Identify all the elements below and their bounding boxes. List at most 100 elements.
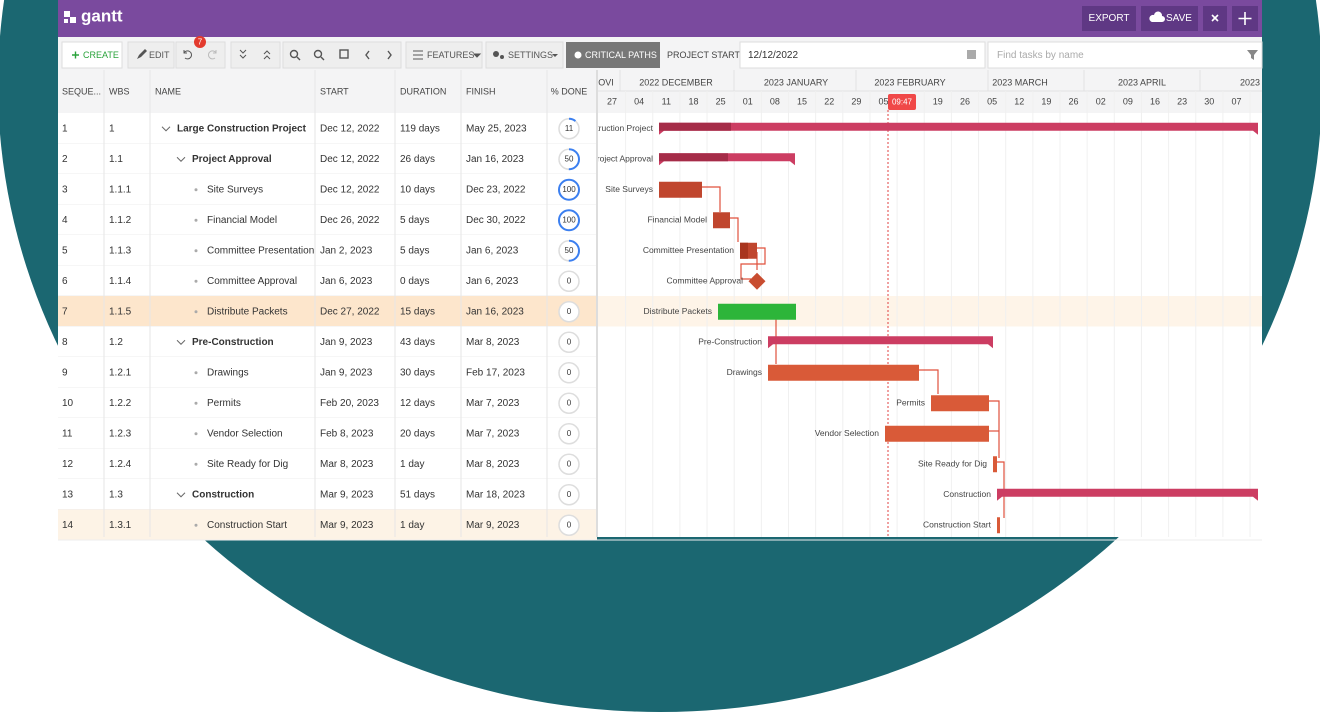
dependency-line [919, 369, 939, 394]
percent-done: 50 [565, 246, 574, 255]
dependency-line [989, 400, 1000, 458]
close-icon [1211, 14, 1219, 22]
summary-progress [659, 153, 728, 162]
finish-date: Feb 17, 2023 [466, 367, 525, 378]
month-label: 2022 DECEMBER [639, 77, 713, 87]
task-name: Project Approval [192, 154, 272, 165]
task-name: Vendor Selection [207, 428, 283, 439]
row [58, 448, 597, 479]
badge-count: 7 [198, 38, 203, 47]
duration: 30 days [400, 367, 435, 378]
start-date: Mar 8, 2023 [320, 459, 374, 470]
sequence: 14 [62, 520, 74, 531]
edit-icon [137, 49, 147, 59]
week-label: 22 [824, 96, 834, 106]
critical-paths-label: CRITICAL PATHS [585, 50, 657, 60]
dependency-line [740, 247, 766, 280]
row [58, 387, 597, 418]
critical-paths-button[interactable] [566, 42, 660, 68]
task-name: Distribute Packets [207, 306, 288, 317]
task-progress [740, 242, 748, 259]
wbs: 1.1.1 [109, 184, 132, 195]
finish-date: Dec 30, 2022 [466, 215, 526, 226]
timeline-row [598, 296, 1262, 327]
sequence: 9 [62, 367, 68, 378]
start-date: Dec 26, 2022 [320, 215, 380, 226]
task-bar [885, 425, 989, 442]
sequence: 10 [62, 398, 74, 409]
task-bar [993, 456, 997, 473]
timeline-row [598, 235, 1262, 266]
week-label: 29 [851, 96, 861, 106]
finish-date: Jan 16, 2023 [466, 154, 524, 165]
row [58, 113, 597, 144]
logo [64, 11, 76, 23]
export-label: EXPORT [1089, 13, 1130, 24]
milestone [748, 272, 766, 290]
leaf-bullet [194, 371, 198, 375]
start-date: Feb 20, 2023 [320, 398, 379, 409]
row [58, 509, 597, 540]
expand-chevron [161, 126, 171, 132]
zoom-group[interactable] [282, 41, 402, 69]
settings-button[interactable] [485, 41, 564, 69]
wbs: 1.2 [109, 337, 123, 348]
duration: 5 days [400, 215, 429, 226]
finish-date: Dec 23, 2022 [466, 184, 526, 195]
progress-ring [558, 453, 580, 475]
expand-collapse-group[interactable] [230, 41, 281, 69]
week-label: 09 [1123, 96, 1133, 106]
percent-done: 0 [567, 368, 572, 377]
week-label: 27 [607, 96, 617, 106]
task-bar [718, 303, 796, 320]
date-field[interactable] [739, 41, 986, 69]
edit-button[interactable] [127, 41, 175, 69]
undo-icon [183, 50, 192, 60]
percent-done: 100 [562, 185, 576, 194]
leaf-bullet [194, 188, 198, 192]
bar-label: Distribute Packets [644, 306, 713, 316]
task-name: Committee Approval [207, 276, 297, 287]
timeline-row [598, 265, 1262, 296]
dependency-line [702, 186, 721, 212]
duration: 12 days [400, 398, 435, 409]
export-button[interactable] [1082, 6, 1136, 31]
task-name: Permits [207, 398, 241, 409]
duration: 0 days [400, 276, 429, 287]
finish-date: Jan 16, 2023 [466, 306, 524, 317]
task-name: Large Construction Project [177, 123, 307, 134]
bar-label: Site Ready for Dig [918, 459, 987, 469]
column-header: WBS [109, 86, 130, 96]
week-label: 19 [1041, 96, 1051, 106]
percent-done: 0 [567, 520, 572, 529]
week-label: 02 [1096, 96, 1106, 106]
start-date: Dec 12, 2022 [320, 184, 380, 195]
row [58, 143, 597, 174]
start-date: Dec 12, 2022 [320, 123, 380, 134]
bar-label: Drawings [727, 367, 762, 377]
week-label: 25 [716, 96, 726, 106]
task-name: Construction Start [207, 520, 287, 531]
project-start-label: PROJECT START [667, 50, 741, 60]
finish-date: Mar 9, 2023 [466, 520, 520, 531]
progress-arc [558, 117, 580, 140]
progress-ring [558, 331, 580, 353]
column-header: NAME [155, 86, 181, 96]
search-field[interactable] [987, 41, 1263, 69]
task-name: Drawings [207, 367, 249, 378]
finish-date: Mar 18, 2023 [466, 489, 525, 500]
week-label: 08 [770, 96, 780, 106]
finish-date: Mar 8, 2023 [466, 459, 520, 470]
progress-ring [558, 270, 580, 292]
leaf-bullet [194, 310, 198, 314]
project-start-value: 12/12/2022 [748, 50, 798, 61]
percent-done: 0 [567, 459, 572, 468]
week-label: 07 [1231, 96, 1241, 106]
bar-label: Construction [943, 489, 991, 499]
week-label: 16 [1150, 96, 1160, 106]
plus-icon [72, 51, 79, 59]
progress-ring [558, 301, 580, 323]
progress-arc [558, 239, 580, 262]
settings-icon [493, 51, 558, 59]
task-bar [997, 517, 1000, 534]
